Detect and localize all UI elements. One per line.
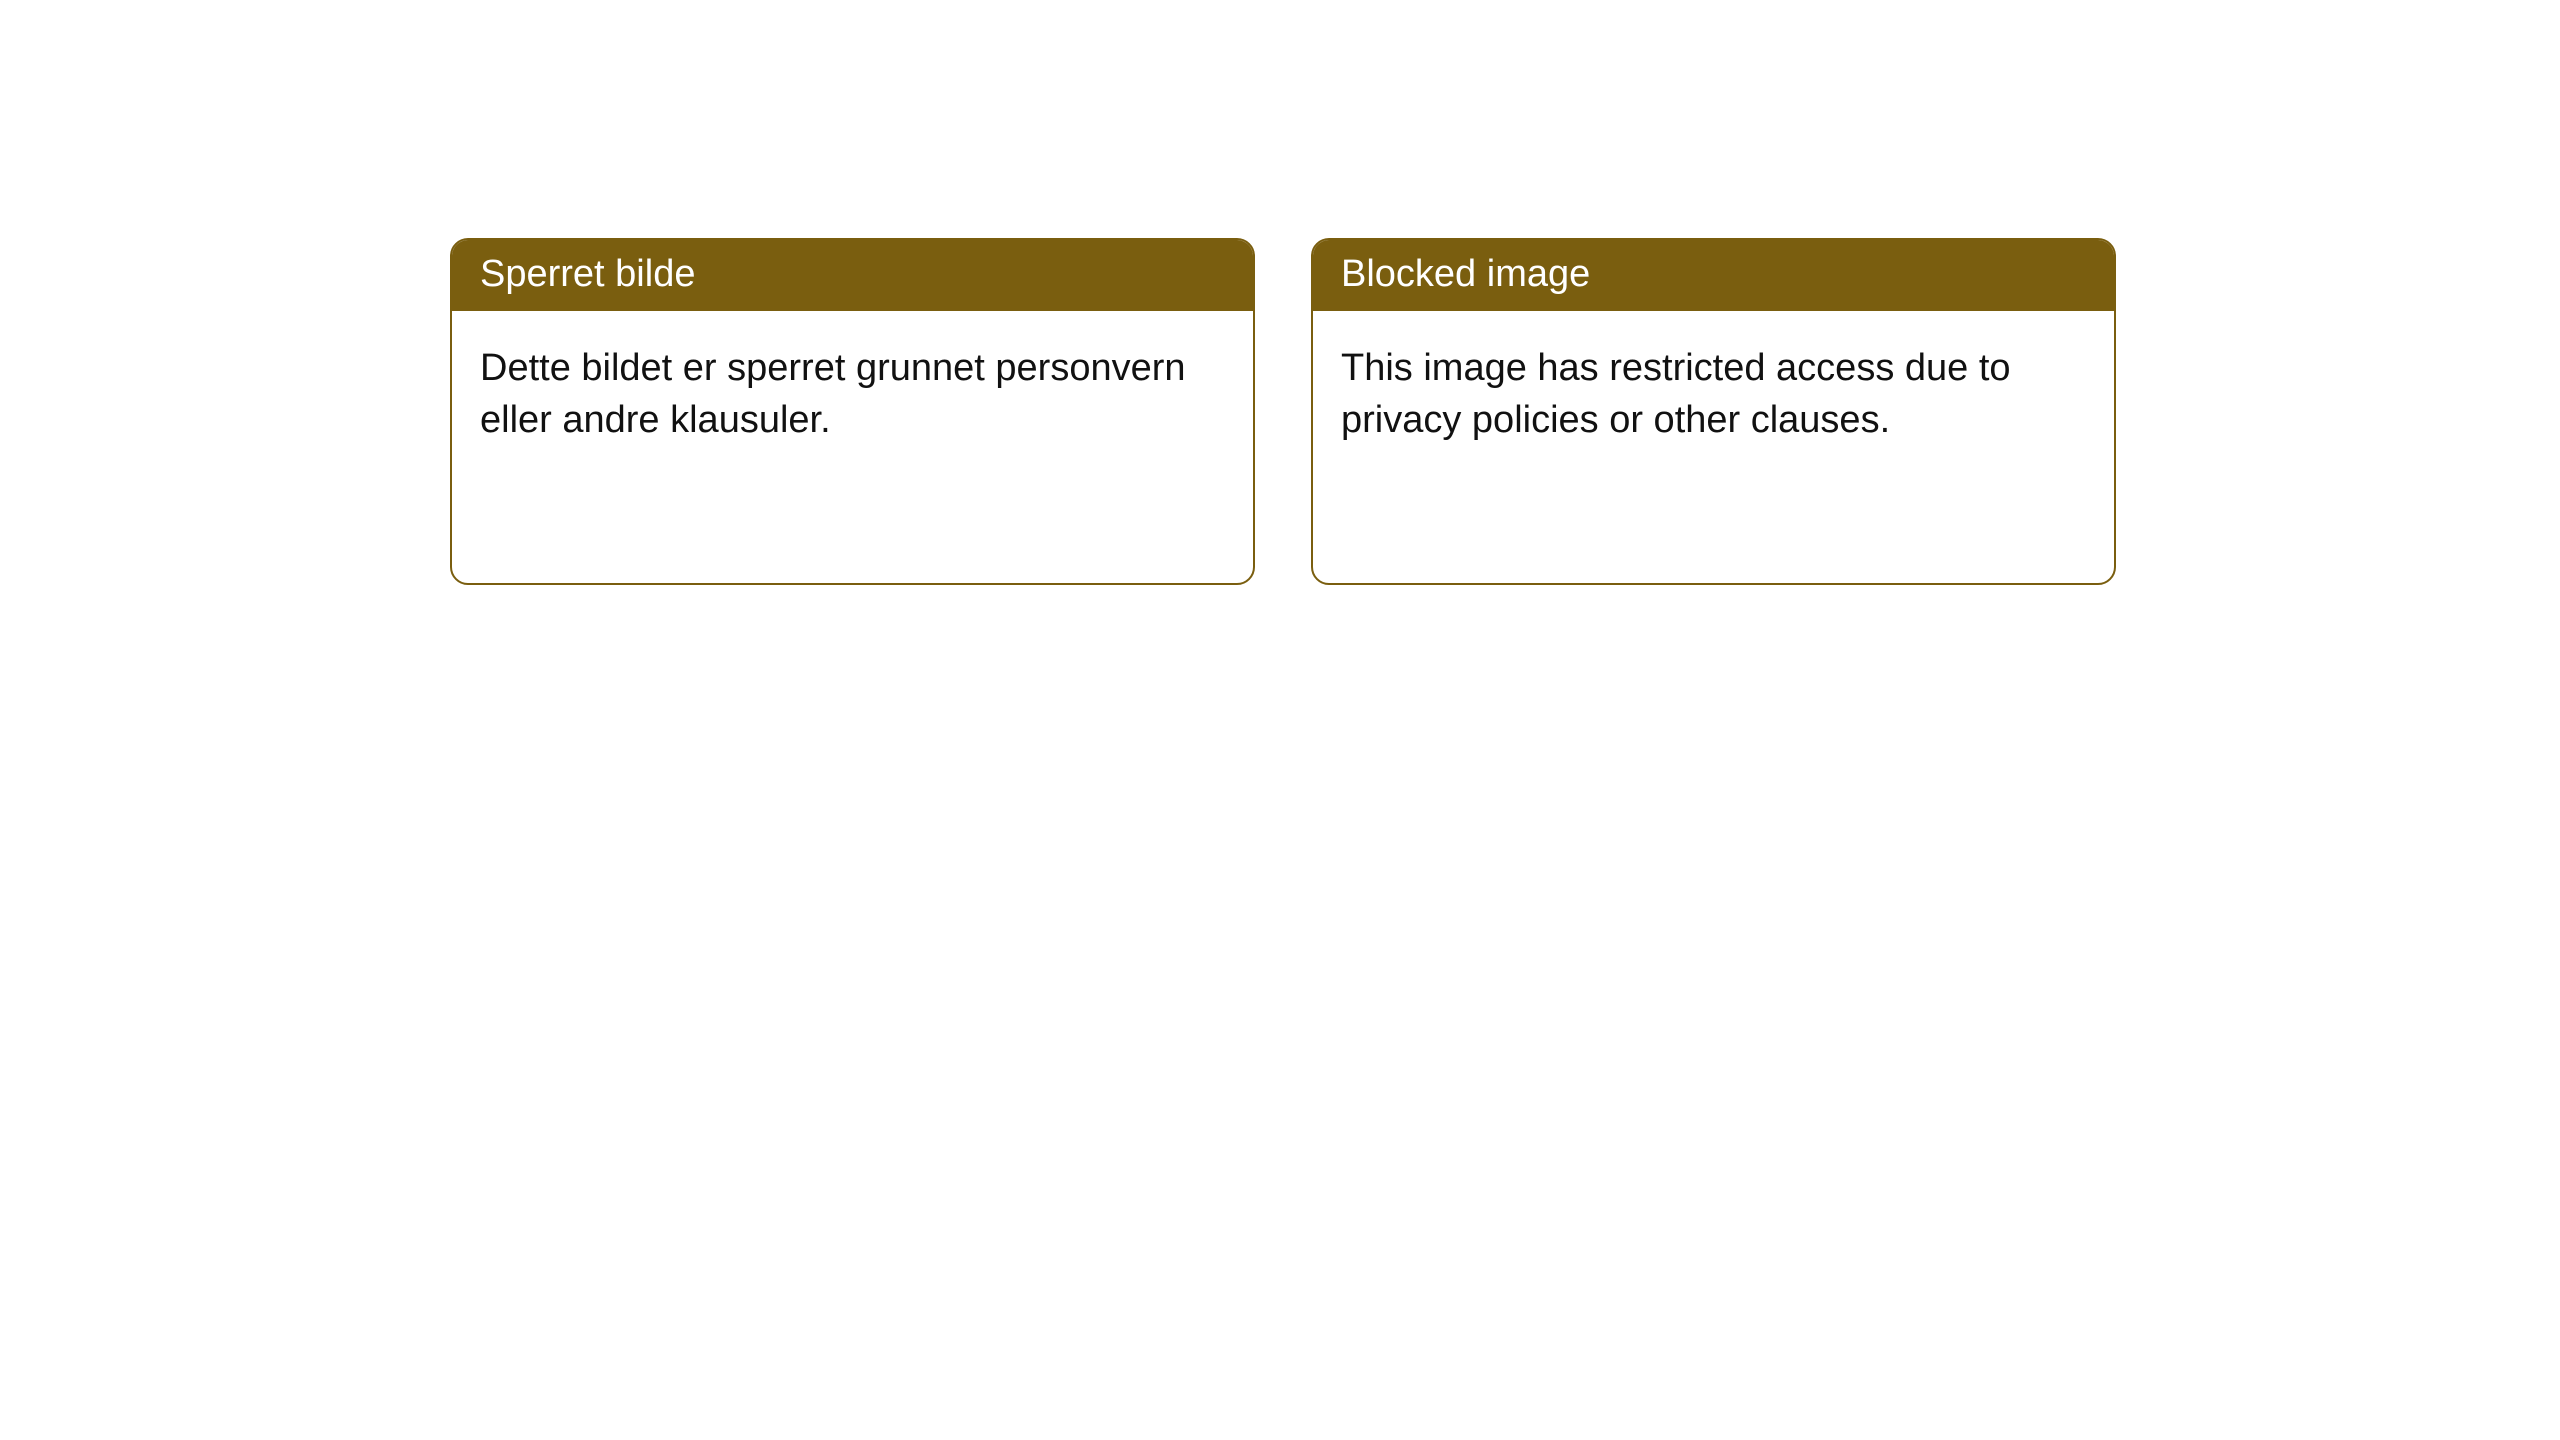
notice-body-norwegian: Dette bildet er sperret grunnet personve… (452, 311, 1253, 583)
notice-body-english: This image has restricted access due to … (1313, 311, 2114, 583)
blocked-image-notices: Sperret bilde Dette bildet er sperret gr… (450, 238, 2560, 585)
notice-card-norwegian: Sperret bilde Dette bildet er sperret gr… (450, 238, 1255, 585)
notice-title-norwegian: Sperret bilde (452, 240, 1253, 311)
notice-card-english: Blocked image This image has restricted … (1311, 238, 2116, 585)
notice-title-english: Blocked image (1313, 240, 2114, 311)
